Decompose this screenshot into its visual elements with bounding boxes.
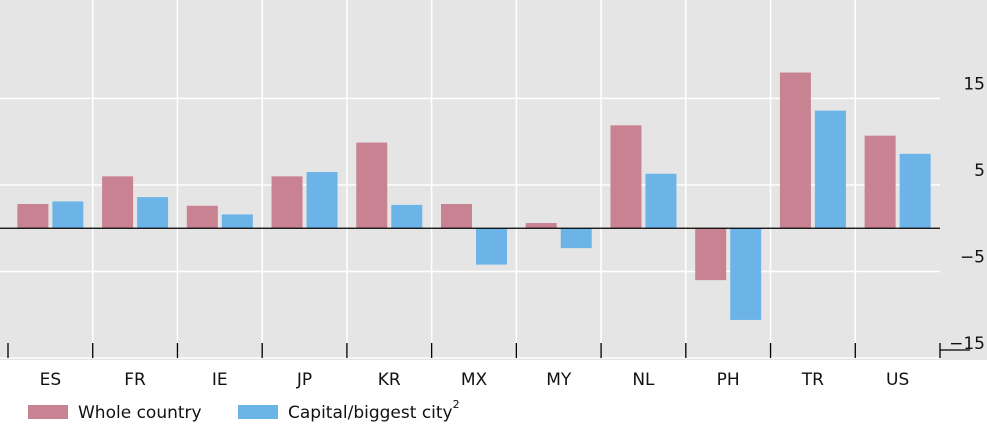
bar [814,110,846,229]
x-tick-label: IE [212,370,228,390]
legend-label: Capital/biggest city2 [288,398,460,423]
x-tick-label: KR [378,370,401,390]
y-tick-label: −5 [960,248,985,268]
x-tick-label: US [886,370,909,390]
legend-label: Whole country [78,403,202,423]
legend-swatch [28,405,68,419]
bar [525,223,557,229]
bar [391,204,423,229]
legend-swatch [238,405,278,419]
bar [899,153,931,229]
bar [645,173,677,229]
x-tick-label: TR [801,370,824,390]
bar [306,172,338,229]
y-tick-label: 5 [974,161,985,181]
x-tick-label: MY [546,370,572,390]
bar [695,228,727,281]
bar [52,201,84,229]
x-tick-label: FR [124,370,146,390]
x-tick-label: MX [461,370,488,390]
bar [356,142,388,229]
bar [560,228,592,249]
x-tick-label: ES [40,370,62,390]
bar [17,204,49,229]
y-tick-label: −15 [949,334,985,354]
bar [864,135,896,229]
y-tick-label: 15 [963,75,985,95]
x-tick-label: PH [717,370,740,390]
bar [271,176,303,229]
bar [137,197,169,229]
bar [186,205,218,229]
bar [441,204,472,229]
x-tick-label: JP [296,370,312,390]
bar [102,176,134,229]
x-tick-label: NL [632,370,655,390]
bar [221,214,253,229]
bar [779,72,811,229]
bar [730,228,762,320]
bar [610,125,642,229]
legend-footnote: 2 [453,398,460,411]
bar [476,228,507,265]
